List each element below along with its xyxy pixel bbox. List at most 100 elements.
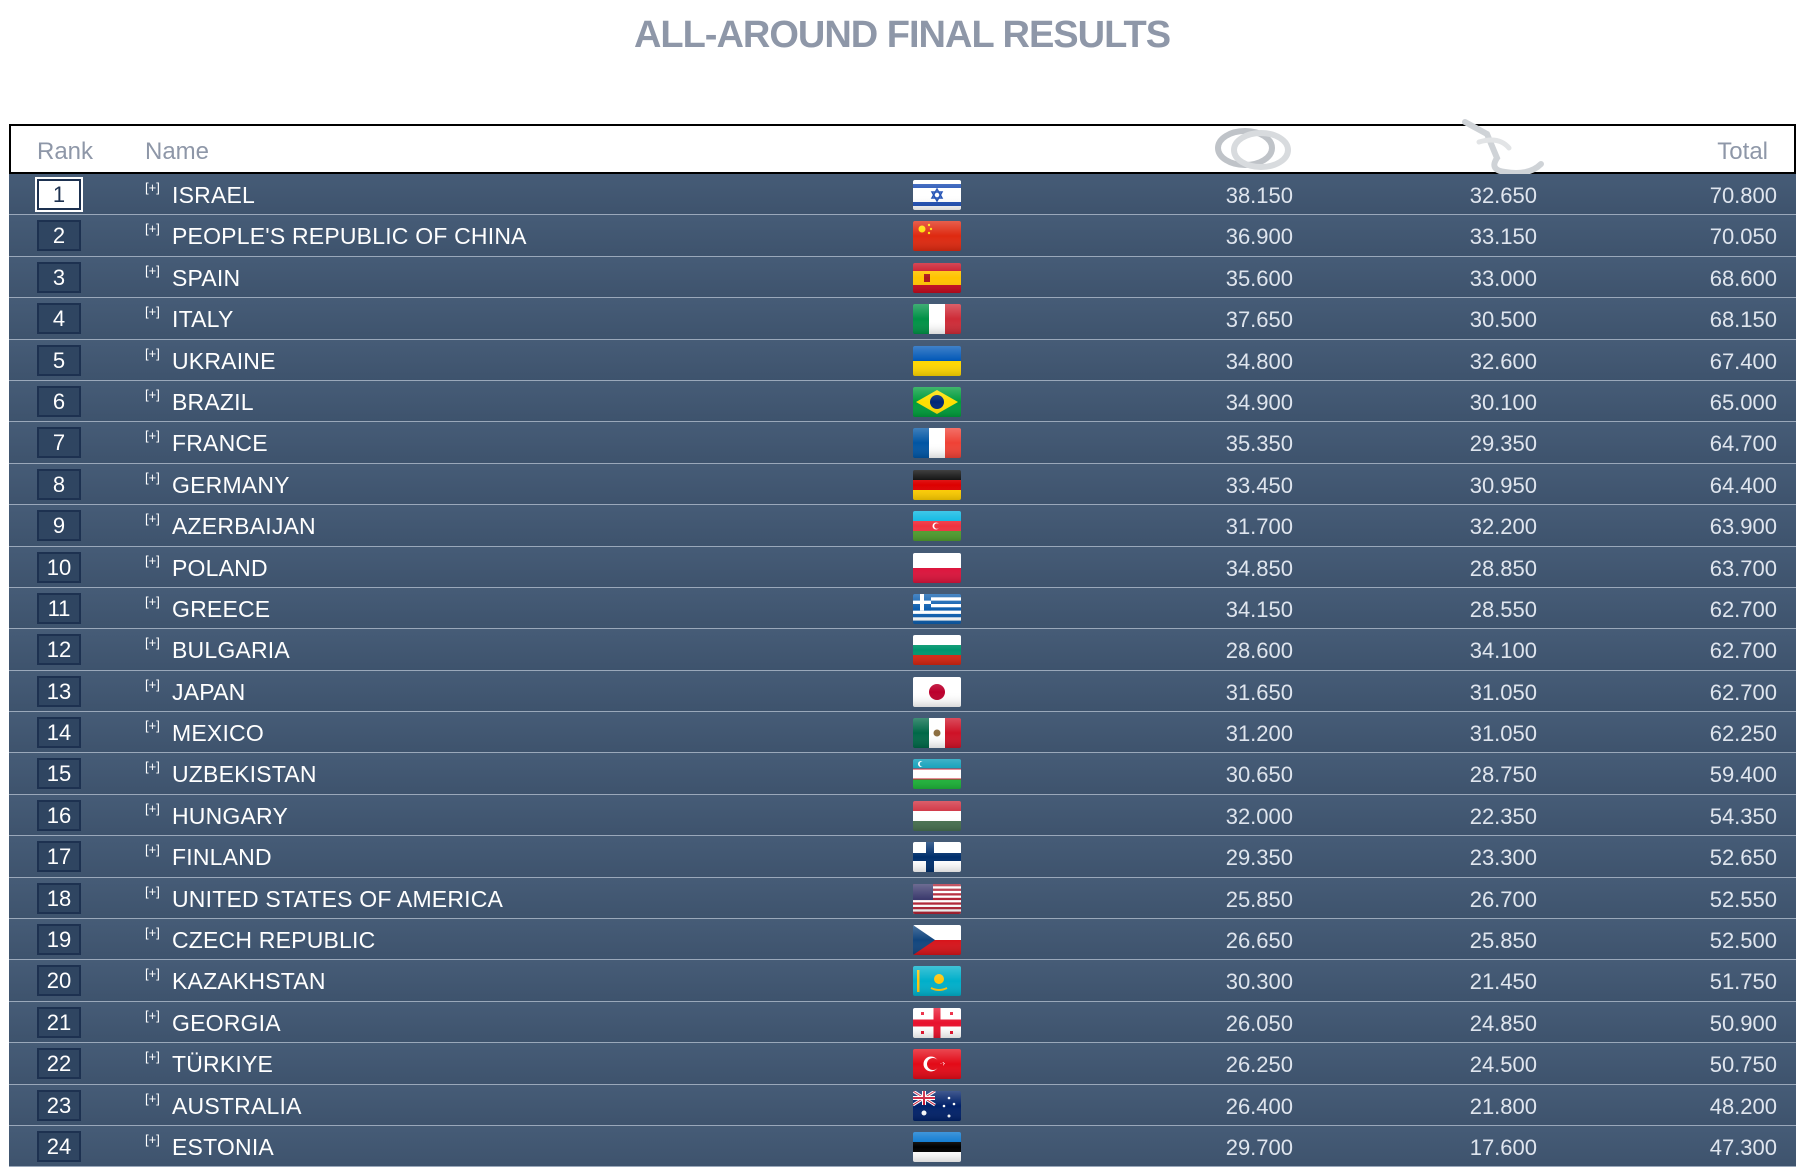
expand-toggle[interactable]: [+] (145, 511, 160, 527)
expand-toggle[interactable]: [+] (145, 593, 160, 609)
team-name[interactable]: AZERBAIJAN (172, 513, 316, 540)
total-score: 52.550 (1709, 886, 1777, 912)
team-name[interactable]: FRANCE (172, 430, 268, 457)
hoop-score: 26.050 (1225, 1010, 1293, 1036)
table-row[interactable]: 5 [+] UKRAINE 34.800 32.600 67.400 (9, 339, 1796, 381)
table-row[interactable]: 21 [+] GEORGIA 26.050 24.850 50.900 (9, 1001, 1796, 1044)
team-name[interactable]: SPAIN (172, 264, 241, 291)
expand-toggle[interactable]: [+] (145, 800, 160, 816)
total-score: 47.300 (1709, 1134, 1777, 1160)
name-column-header[interactable]: Name (145, 138, 210, 165)
table-row[interactable]: 19 [+] CZECH REPUBLIC 26.650 25.850 52.500 (9, 919, 1796, 961)
azerbaijan-flag-icon (913, 511, 961, 542)
table-row[interactable]: 18 [+] UNITED STATES OF AMERICA 25.850 26.70… (9, 877, 1796, 920)
hoop-score: 25.850 (1225, 886, 1293, 912)
ribbon-score: 32.650 (1469, 183, 1537, 208)
expand-toggle[interactable]: [+] (145, 428, 160, 444)
team-name[interactable]: KAZAKHSTAN (172, 968, 326, 995)
expand-toggle[interactable]: [+] (145, 718, 160, 734)
team-name[interactable]: ESTONIA (172, 1133, 274, 1160)
team-name[interactable]: ITALY (172, 306, 234, 333)
table-row[interactable]: 9 [+] AZERBAIJAN 31.700 32.200 63.900 (9, 505, 1796, 547)
expand-toggle[interactable]: [+] (145, 966, 160, 982)
team-name[interactable]: GERMANY (172, 471, 290, 498)
expand-toggle[interactable]: [+] (145, 345, 160, 361)
spain-flag-icon (913, 262, 961, 293)
table-row[interactable]: 24 [+] ESTONIA 29.700 17.600 47.300 (9, 1125, 1796, 1168)
hoop-score: 36.900 (1225, 224, 1293, 250)
hoop-score: 31.650 (1225, 679, 1293, 705)
team-name[interactable]: MEXICO (172, 720, 264, 747)
team-name[interactable]: UNITED STATES OF AMERICA (172, 885, 504, 912)
table-row[interactable]: 15 [+] UZBEKISTAN 30.650 28.750 59.400 (9, 753, 1796, 795)
turkiye-flag-icon (913, 1049, 961, 1080)
expand-toggle[interactable]: [+] (145, 552, 160, 568)
team-name[interactable]: UKRAINE (172, 347, 276, 374)
hoop-score: 26.650 (1225, 928, 1293, 954)
bulgaria-flag-icon (913, 635, 961, 666)
expand-toggle[interactable]: [+] (145, 676, 160, 692)
table-row[interactable]: 13 [+] JAPAN 31.650 31.050 62.700 (9, 670, 1796, 713)
team-name[interactable]: AUSTRALIA (172, 1092, 302, 1119)
table-row[interactable]: 22 [+] TÜRKIYE 26.250 24.500 50.750 (9, 1043, 1796, 1085)
expand-toggle[interactable]: [+] (145, 635, 160, 651)
table-row[interactable]: 2 [+] PEOPLE'S REPUBLIC OF CHINA 36.900 33.1… (9, 215, 1796, 257)
expand-toggle[interactable]: [+] (145, 759, 160, 775)
expand-toggle[interactable]: [+] (145, 883, 160, 899)
team-name[interactable]: POLAND (172, 554, 268, 581)
table-row[interactable]: 20 [+] KAZAKHSTAN 30.300 21.450 51.750 (9, 960, 1796, 1002)
total-score: 63.900 (1709, 514, 1777, 540)
team-name[interactable]: HUNGARY (172, 802, 288, 829)
table-row[interactable]: 12 [+] BULGARIA 28.600 34.100 62.700 (9, 629, 1796, 671)
expand-toggle[interactable]: [+] (145, 304, 160, 320)
table-row[interactable]: 16 [+] HUNGARY 32.000 22.350 54.350 (9, 794, 1796, 837)
table-row[interactable]: 17 [+] FINLAND 29.350 23.300 52.650 (9, 836, 1796, 878)
expand-toggle[interactable]: [+] (145, 925, 160, 941)
table-row[interactable]: 10 [+] POLAND 34.850 28.850 63.700 (9, 546, 1796, 588)
rank-badge: 10 (37, 551, 81, 583)
table-row[interactable]: 23 [+] AUSTRALIA 26.400 21.800 48.200 (9, 1084, 1796, 1126)
team-name[interactable]: PEOPLE'S REPUBLIC OF CHINA (172, 223, 527, 250)
team-name[interactable]: UZBEKISTAN (172, 761, 317, 788)
table-body: 1 [+] ISRAEL 38.150 32.650 70.800 2 [+] PEOPLE'S… (9, 174, 1796, 1168)
team-name[interactable]: BULGARIA (172, 637, 290, 664)
expand-toggle[interactable]: [+] (145, 1007, 160, 1023)
table-row[interactable]: 7 [+] FRANCE 35.350 29.350 64.700 (9, 422, 1796, 464)
expand-toggle[interactable]: [+] (145, 1049, 160, 1065)
expand-toggle[interactable]: [+] (145, 262, 160, 278)
table-row[interactable]: 14 [+] MEXICO 31.200 31.050 62.250 (9, 712, 1796, 754)
expand-toggle[interactable]: [+] (145, 469, 160, 485)
expand-toggle[interactable]: [+] (145, 221, 160, 237)
table-row[interactable]: 11 [+] GREECE 34.150 28.550 62.700 (9, 587, 1796, 630)
expand-toggle[interactable]: [+] (145, 1131, 160, 1147)
total-column-header[interactable]: Total (1717, 138, 1768, 165)
results-table: Rank Name Total 1 [+] ISRAEL 38.150 32.650 70… (9, 119, 1796, 1168)
ribbon-score: 23.300 (1469, 845, 1537, 871)
expand-toggle[interactable]: [+] (145, 180, 160, 195)
total-score: 62.700 (1709, 596, 1777, 622)
team-name[interactable]: ISRAEL (172, 182, 256, 208)
page-title: ALL-AROUND FINAL RESULTS (633, 14, 1171, 56)
rank-column-header[interactable]: Rank (37, 138, 94, 165)
team-name[interactable]: GEORGIA (172, 1009, 281, 1036)
team-name[interactable]: BRAZIL (172, 388, 254, 415)
table-row[interactable]: 6 [+] BRAZIL 34.900 30.100 65.000 (9, 380, 1796, 423)
expand-toggle[interactable]: [+] (145, 1090, 160, 1106)
expand-toggle[interactable]: [+] (145, 386, 160, 402)
germany-flag-icon (913, 469, 961, 500)
hoop-score: 31.700 (1225, 514, 1293, 540)
table-row[interactable]: 3 [+] SPAIN 35.600 33.000 68.600 (9, 256, 1796, 299)
rank-badge: 20 (37, 965, 81, 997)
team-name[interactable]: GREECE (172, 595, 271, 622)
rank-badge: 19 (37, 924, 81, 956)
team-name[interactable]: CZECH REPUBLIC (172, 927, 376, 954)
expand-toggle[interactable]: [+] (145, 842, 160, 858)
table-row[interactable]: 4 [+] ITALY 37.650 30.500 68.150 (9, 298, 1796, 340)
team-name[interactable]: JAPAN (172, 678, 246, 705)
table-row[interactable]: 8 [+] GERMANY 33.450 30.950 64.400 (9, 463, 1796, 506)
table-row[interactable]: 1 [+] ISRAEL 38.150 32.650 70.800 (9, 174, 1796, 216)
team-name[interactable]: TÜRKIYE (172, 1051, 274, 1078)
team-name[interactable]: FINLAND (172, 844, 272, 871)
georgia-flag-icon (913, 1007, 961, 1038)
ribbon-score: 28.750 (1469, 762, 1537, 788)
